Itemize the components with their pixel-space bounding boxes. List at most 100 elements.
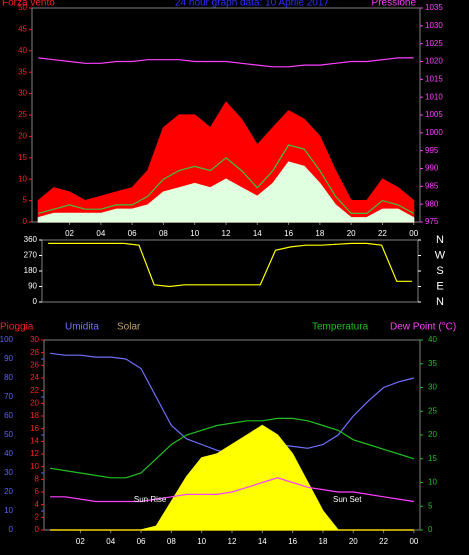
x-tick-label: 22	[378, 229, 387, 238]
y-tick-label: 0	[9, 525, 14, 534]
y2-tick-label: 0	[428, 525, 433, 534]
x-tick-label: 04	[106, 537, 115, 546]
y2-tick-label: 25	[428, 406, 437, 415]
y-tick-label: 30	[4, 468, 13, 477]
x-tick-label: 16	[288, 537, 297, 546]
annotation: Sun Set	[333, 495, 362, 504]
y2-tick-label: 10	[428, 478, 437, 487]
x-tick-label: 20	[349, 537, 358, 546]
x-tick-label: 22	[379, 537, 388, 546]
x-tick-label: 08	[159, 229, 168, 238]
x-tick-label: 10	[190, 229, 199, 238]
y3-tick-label: 20	[30, 398, 39, 407]
y-tick-label: 50	[18, 3, 27, 12]
y2-tick-label: 1005	[425, 110, 443, 119]
y2-tick-label: 1020	[425, 57, 443, 66]
y-tick-label: 0	[23, 217, 28, 226]
x-tick-label: 04	[96, 229, 105, 238]
x-tick-label: 06	[137, 537, 146, 546]
x-tick-label: 14	[253, 229, 262, 238]
y2-axis-title: Pressione	[372, 0, 417, 9]
series-line	[38, 144, 414, 214]
y2-tick-label: 1030	[425, 21, 443, 30]
y-tick-label: 80	[4, 373, 13, 382]
x-tick-label: 00	[409, 229, 418, 238]
y-tick-label: 15	[18, 153, 27, 162]
y-tick-label: 10	[4, 506, 13, 515]
y-tick-label: 0	[33, 297, 38, 306]
y2-tick-label: E	[436, 280, 443, 292]
y3-tick-label: 12	[30, 449, 39, 458]
y-tick-label: 30	[18, 89, 27, 98]
y2-tick-label: 15	[428, 454, 437, 463]
x-tick-label: 12	[222, 229, 231, 238]
y3-tick-label: 18	[30, 411, 39, 420]
legend-label: Temperatura	[312, 322, 369, 333]
y-tick-label: 40	[4, 449, 13, 458]
y3-tick-label: 22	[30, 386, 39, 395]
chart-title: 24 hour graph data: 10 Aprile 2017	[175, 0, 329, 9]
y2-tick-label: 1025	[425, 39, 443, 48]
x-tick-label: 00	[409, 537, 418, 546]
x-tick-label: 18	[319, 537, 328, 546]
y3-tick-label: 2	[35, 512, 40, 521]
y-tick-label: 20	[18, 132, 27, 141]
y-tick-label: 20	[4, 487, 13, 496]
y3-tick-label: 0	[35, 525, 40, 534]
y2-tick-label: 35	[428, 359, 437, 368]
y2-tick-label: N	[436, 234, 444, 246]
y2-tick-label: 985	[425, 181, 439, 190]
y2-tick-label: 980	[425, 199, 439, 208]
y2-tick-label: N	[436, 296, 444, 308]
y3-tick-label: 28	[30, 348, 39, 357]
y-tick-label: 25	[18, 110, 27, 119]
y3-tick-label: 26	[30, 360, 39, 369]
legend-label: Umidita	[65, 322, 99, 333]
y2-tick-label: 40	[428, 335, 437, 344]
y-tick-label: 5	[23, 196, 28, 205]
y-tick-label: 270	[24, 251, 38, 260]
x-tick-label: 02	[65, 229, 74, 238]
y2-tick-label: 995	[425, 146, 439, 155]
y-tick-label: 90	[28, 282, 37, 291]
y-axis-title: Forza vento	[2, 0, 55, 9]
series-area	[37, 161, 415, 223]
y-tick-label: 45	[18, 25, 27, 34]
y2-tick-label: 30	[428, 383, 437, 392]
y2-tick-label: 1015	[425, 74, 443, 83]
x-tick-label: 10	[197, 537, 206, 546]
y2-tick-label: 990	[425, 164, 439, 173]
y-tick-label: 90	[4, 354, 13, 363]
annotation: Sun Rise	[134, 495, 167, 504]
y3-tick-label: 24	[30, 373, 39, 382]
y2-tick-label: 975	[425, 217, 439, 226]
y3-tick-label: 14	[30, 436, 39, 445]
x-tick-label: 14	[258, 537, 267, 546]
x-tick-label: 06	[128, 229, 137, 238]
y3-tick-label: 10	[30, 462, 39, 471]
y-tick-label: 100	[0, 335, 14, 344]
y-tick-label: 360	[24, 235, 38, 244]
y2-tick-label: W	[435, 249, 446, 261]
y-tick-label: 40	[18, 46, 27, 55]
y-tick-label: 60	[4, 411, 13, 420]
y3-tick-label: 6	[35, 487, 40, 496]
y3-tick-label: 30	[30, 335, 39, 344]
x-tick-label: 08	[167, 537, 176, 546]
series-line	[50, 417, 415, 479]
series-line	[48, 242, 412, 288]
y2-tick-label: 20	[428, 430, 437, 439]
y-tick-label: 35	[18, 67, 27, 76]
series-area	[50, 424, 414, 531]
legend-label: Dew Point (°C)	[390, 322, 456, 333]
legend-label: Pioggia	[0, 322, 34, 333]
y-tick-label: 180	[24, 266, 38, 275]
y-tick-label: 70	[4, 392, 13, 401]
y2-tick-label: 1000	[425, 128, 443, 137]
x-tick-label: 18	[315, 229, 324, 238]
series-line	[38, 57, 414, 68]
x-tick-label: 02	[76, 537, 85, 546]
plot-frame	[41, 239, 419, 303]
y2-tick-label: 1035	[425, 3, 443, 12]
